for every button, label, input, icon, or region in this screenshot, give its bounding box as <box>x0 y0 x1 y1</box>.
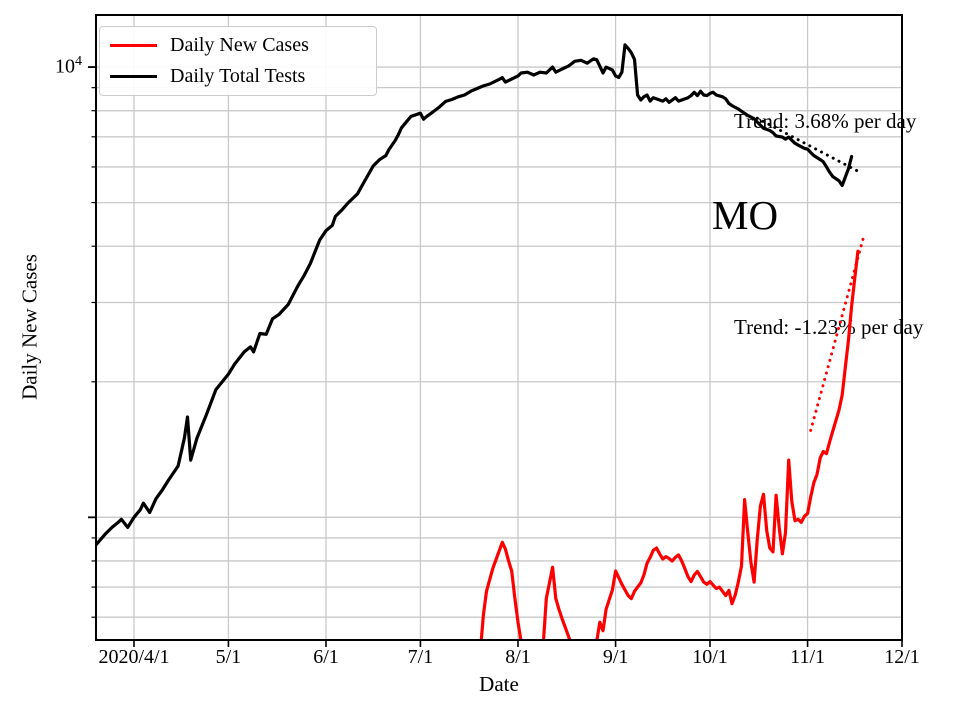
legend-item-cases: Daily New Cases <box>110 32 366 60</box>
x-tick-label: 11/1 <box>790 646 826 668</box>
trend-tests-annotation: Trend: 3.68% per day <box>734 109 917 133</box>
y-tick-exponent: 4 <box>75 54 82 69</box>
x-tick-label: 8/1 <box>505 646 531 668</box>
state-annotation: MO <box>712 192 778 238</box>
legend-item-tests: Daily Total Tests <box>110 62 366 90</box>
x-tick-label: 5/1 <box>215 646 242 668</box>
axes-layer <box>88 14 903 647</box>
cases-line-swatch <box>110 43 157 48</box>
x-axis-label: Date <box>479 672 519 696</box>
tests-line-swatch <box>110 74 157 78</box>
x-tick-label: 12/1 <box>884 646 920 668</box>
x-tick-label: 6/1 <box>313 646 339 668</box>
y-tick-base: 10 <box>55 55 75 78</box>
y-tick-label: 104 <box>55 54 82 79</box>
series-layer <box>96 43 866 640</box>
legend-label-cases: Daily New Cases <box>170 34 309 57</box>
y-axis-label: Daily New Cases <box>17 254 42 400</box>
legend: Daily New Cases Daily Total Tests <box>99 26 377 96</box>
annotations-layer: Trend: 3.68% per day Trend: -1.23% per d… <box>712 109 924 339</box>
x-tick-label: 10/1 <box>692 646 728 668</box>
legend-label-tests: Daily Total Tests <box>170 64 306 87</box>
x-tick-label: 9/1 <box>602 646 629 668</box>
gridlines <box>96 15 902 640</box>
x-tick-label: 2020/4/1 <box>98 646 170 668</box>
x-tick-label: 7/1 <box>407 646 434 668</box>
trend-cases-annotation: Trend: -1.23% per day <box>734 315 924 339</box>
